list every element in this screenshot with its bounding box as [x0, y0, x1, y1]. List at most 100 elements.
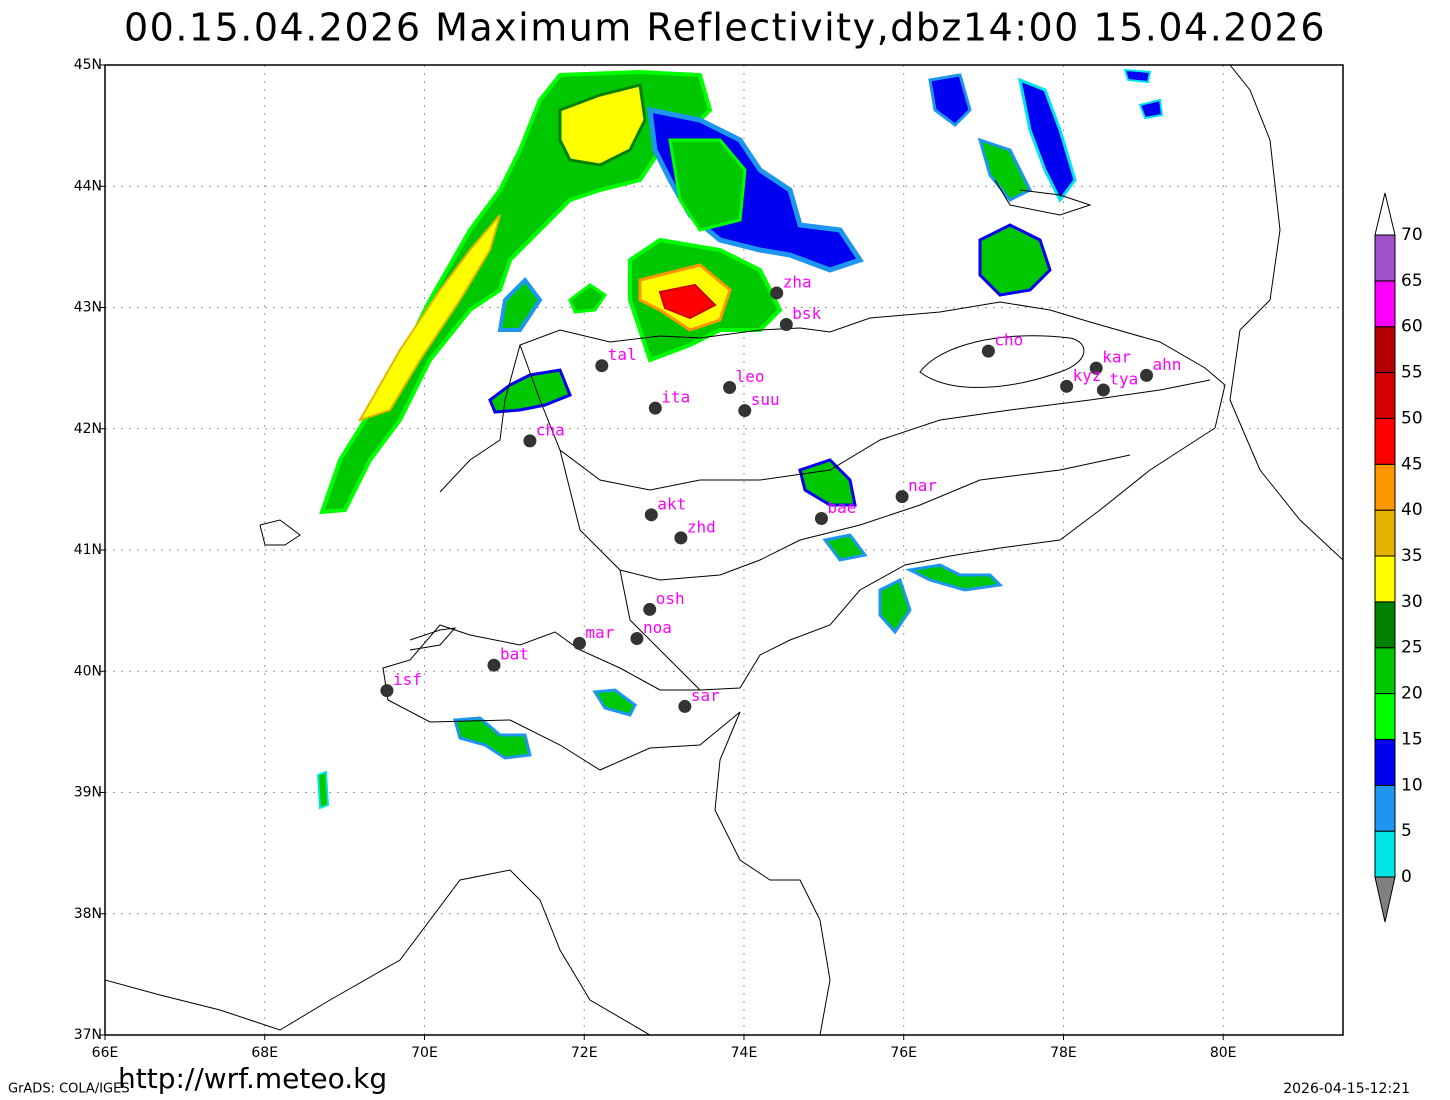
colorbar-box	[1374, 372, 1396, 419]
station-label: ahn	[1153, 355, 1182, 374]
colorbar-label: 65	[1401, 271, 1423, 291]
colorbar-label: 70	[1401, 225, 1423, 245]
station-dot	[1140, 368, 1154, 382]
colorbar-box	[1374, 738, 1396, 786]
station-label: osh	[656, 589, 685, 608]
x-tick-label: 74E	[731, 1045, 758, 1061]
station-dot	[648, 401, 662, 415]
colorbar-box	[1374, 647, 1396, 695]
footer-url: http://wrf.meteo.kg	[118, 1062, 387, 1095]
footer-timestamp: 2026-04-15-12:21	[1283, 1081, 1410, 1097]
station-dot	[770, 286, 784, 300]
colorbar-box	[1374, 693, 1396, 740]
x-tick-label: 78E	[1050, 1045, 1077, 1061]
colorbar-box	[1374, 463, 1396, 511]
station-label: bat	[500, 645, 529, 664]
colorbar-label: 45	[1401, 454, 1423, 474]
y-tick-label: 38N	[74, 906, 102, 922]
colorbar-box	[1374, 830, 1396, 878]
station-dot	[1060, 379, 1074, 393]
station-dot	[1096, 383, 1110, 397]
station-dot	[630, 632, 644, 646]
colorbar-label: 0	[1401, 867, 1412, 887]
colorbar-label: 60	[1401, 317, 1423, 337]
station-dot	[738, 404, 752, 418]
station-label: nar	[908, 476, 937, 495]
station-dot	[981, 344, 995, 358]
station-label: kyz	[1073, 366, 1102, 385]
station-dot	[380, 684, 394, 698]
station-dot	[779, 317, 793, 331]
colorbar: 0 5 10 15 20 25 30 35 40 45 50 55 60 65 70	[1374, 192, 1423, 923]
x-tick-label: 70E	[411, 1045, 438, 1061]
colorbar-box	[1374, 784, 1396, 832]
station-label: bsk	[792, 304, 821, 323]
colorbar-label: 35	[1401, 546, 1423, 566]
y-tick-label: 39N	[74, 785, 102, 801]
station-dot	[595, 359, 609, 373]
y-tick-label: 37N	[74, 1027, 102, 1043]
station-label: isf	[393, 670, 422, 689]
station-label: akt	[657, 494, 686, 513]
colorbar-box	[1374, 280, 1396, 328]
colorbar-box	[1374, 509, 1396, 557]
y-tick-label: 43N	[74, 300, 102, 316]
map-title: 00.15.04.2026 Maximum Reflectivity,dbz14…	[124, 6, 1326, 50]
colorbar-label: 15	[1401, 729, 1423, 749]
footer-software: GrADS: COLA/IGES	[8, 1082, 130, 1097]
station-label: sar	[691, 686, 720, 705]
y-tick-label: 42N	[74, 421, 102, 437]
x-tick-label: 68E	[251, 1045, 278, 1061]
colorbar-box	[1374, 417, 1396, 465]
colorbar-label: 30	[1401, 592, 1423, 612]
station-dot	[643, 602, 657, 616]
colorbar-box	[1374, 234, 1396, 282]
colorbar-label: 40	[1401, 500, 1423, 520]
station-dot	[814, 511, 828, 525]
reflectivity-echoes	[316, 68, 1164, 810]
station-dot	[895, 490, 909, 504]
borders	[105, 65, 1343, 1035]
colorbar-box	[1374, 326, 1396, 374]
colorbar-label: 25	[1401, 638, 1423, 658]
station-label: tya	[1109, 369, 1138, 388]
station-dot	[723, 381, 737, 395]
station-dot	[523, 434, 537, 448]
x-tick-label: 76E	[890, 1045, 917, 1061]
colorbar-under	[1374, 876, 1396, 923]
y-tick-label: 44N	[74, 178, 102, 194]
x-tick-label: 66E	[92, 1045, 119, 1061]
x-tick-label: 80E	[1210, 1045, 1237, 1061]
station-label: leo	[736, 367, 765, 386]
colorbar-box	[1374, 601, 1396, 649]
colorbar-label: 10	[1401, 775, 1423, 795]
station-dot	[572, 636, 586, 650]
station-dot	[678, 699, 692, 713]
station-label: kar	[1102, 348, 1131, 367]
station-label: cho	[994, 331, 1023, 350]
x-tick-label: 72E	[571, 1045, 598, 1061]
station-dot	[487, 658, 501, 672]
station-label: zha	[783, 272, 812, 291]
station-dot	[1089, 361, 1103, 375]
station-dot	[674, 531, 688, 545]
station-label: cha	[536, 420, 565, 439]
station-dot	[644, 508, 658, 522]
station-label: noa	[643, 618, 672, 637]
station-label: tal	[608, 345, 637, 364]
colorbar-label: 55	[1401, 363, 1423, 383]
station-label: zhd	[687, 517, 716, 536]
colorbar-label: 5	[1401, 821, 1412, 841]
y-tick-label: 45N	[74, 57, 102, 73]
y-tick-label: 40N	[74, 663, 102, 679]
station-label: bae	[827, 498, 856, 517]
station-label: suu	[751, 390, 780, 409]
grid	[104, 64, 1343, 1036]
station-label: ita	[661, 388, 690, 407]
colorbar-label: 50	[1401, 408, 1423, 428]
station-label: mar	[585, 623, 614, 642]
colorbar-label: 20	[1401, 684, 1423, 704]
